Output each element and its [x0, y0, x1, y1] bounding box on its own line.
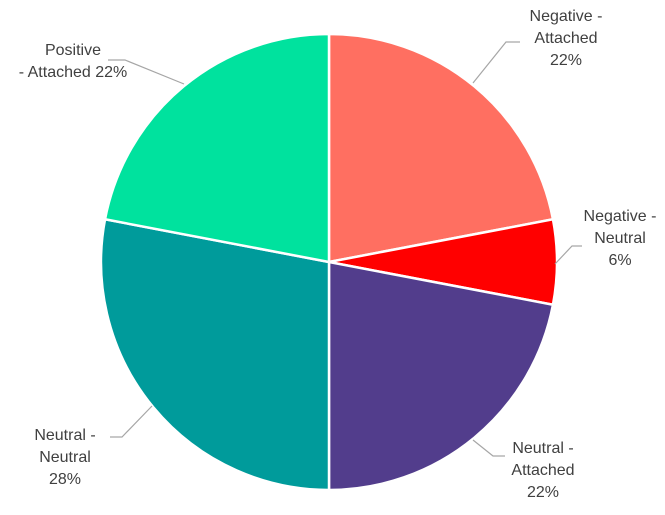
data-label-positive-attached: Positive - Attached 22% — [19, 42, 128, 81]
leader-line-negative-neutral — [554, 245, 582, 265]
leader-line-negative-attached — [472, 41, 520, 84]
slices-layer — [99, 32, 559, 492]
pie-slice-neutral-attached — [327, 260, 555, 492]
leader-line-neutral-attached — [472, 439, 505, 457]
pie-slice-negative-attached — [327, 32, 555, 264]
leader-line-neutral-neutral — [110, 405, 153, 438]
leader-line-positive-attached — [108, 59, 185, 85]
data-labels-layer: Negative -Attached 22% Negative -Neutral 6%… — [19, 8, 657, 501]
pie-slice-positive-attached — [103, 32, 331, 264]
data-label-negative-attached: Negative -Attached 22% — [530, 8, 603, 69]
data-label-negative-neutral: Negative -Neutral 6% — [584, 208, 657, 269]
leader-lines-layer — [108, 41, 582, 457]
data-label-neutral-attached: Neutral -Attached 22% — [511, 440, 574, 501]
pie-slice-neutral-neutral — [99, 217, 331, 492]
data-label-neutral-neutral: Neutral -Neutral 28% — [34, 427, 95, 488]
